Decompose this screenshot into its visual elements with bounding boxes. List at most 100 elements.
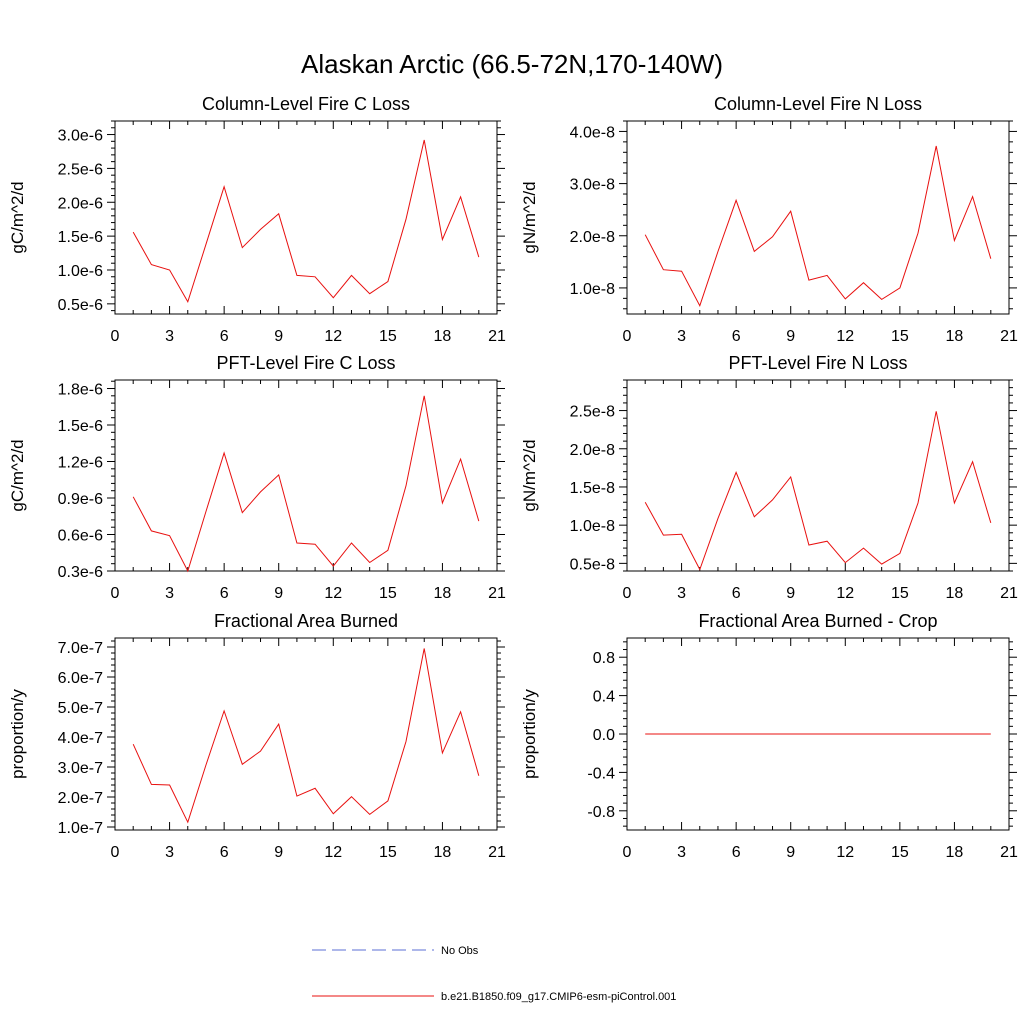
plot-frame — [114, 637, 498, 831]
x-tick-label: 6 — [732, 844, 741, 861]
y-tick-label: 1.0e-7 — [58, 820, 103, 837]
x-tick-label: 3 — [677, 585, 686, 602]
x-tick-label: 18 — [946, 844, 964, 861]
series-line-1 — [644, 145, 992, 307]
y-axis-label: gC/m^2/d — [8, 439, 27, 511]
panel-title: PFT-Level Fire N Loss — [728, 353, 907, 373]
x-tick-label: 15 — [379, 328, 397, 345]
series-line-1 — [132, 648, 480, 824]
x-tick-label: 6 — [220, 328, 229, 345]
y-tick-label: 3.0e-6 — [58, 128, 103, 145]
y-tick-label: 5.0e-7 — [58, 700, 103, 717]
y-tick-label: 0.6e-6 — [58, 528, 103, 545]
x-tick-label: 15 — [891, 328, 909, 345]
y-tick-label: 0.3e-6 — [58, 564, 103, 581]
y-tick-label: 7.0e-7 — [58, 640, 103, 657]
chart-panel-5: Fractional Area Burned 0 3 6 9 12 15 18 21 1.0e-7… — [8, 611, 506, 861]
legend-label-model: b.e21.B1850.f09_g17.CMIP6-esm-piControl.… — [441, 991, 676, 1003]
panel-title: Fractional Area Burned — [214, 611, 398, 631]
x-tick-label: 21 — [1000, 585, 1018, 602]
x-tick-label: 9 — [786, 585, 795, 602]
chart-panel-1: Column-Level Fire C Loss 0 3 6 9 12 15 18 21 0.5e… — [8, 94, 506, 345]
x-tick-label: 12 — [324, 844, 342, 861]
y-tick-label: 1.0e-6 — [58, 263, 103, 280]
x-tick-label: 18 — [434, 585, 452, 602]
y-tick-label: 1.0e-8 — [570, 518, 615, 535]
x-tick-label: 21 — [1000, 328, 1018, 345]
y-tick-label: 3.0e-8 — [570, 177, 615, 194]
x-tick-label: 0 — [623, 328, 632, 345]
y-axis-label: gN/m^2/d — [520, 439, 539, 511]
x-tick-label: 21 — [488, 844, 506, 861]
y-tick-label: 2.0e-8 — [570, 229, 615, 246]
y-tick-label: 4.0e-7 — [58, 730, 103, 747]
x-tick-label: 12 — [836, 844, 854, 861]
x-tick-label: 3 — [677, 328, 686, 345]
x-tick-label: 21 — [488, 585, 506, 602]
x-tick-label: 6 — [220, 844, 229, 861]
y-tick-label: 0.5e-8 — [570, 556, 615, 573]
chart-panel-3: PFT-Level Fire C Loss 0 3 6 9 12 15 18 21 0.3e-6 0… — [8, 353, 506, 602]
x-tick-label: 3 — [165, 328, 174, 345]
y-tick-label: 1.5e-6 — [58, 418, 103, 435]
y-tick-label: 2.0e-6 — [58, 195, 103, 212]
x-tick-label: 18 — [434, 844, 452, 861]
y-tick-label: 2.5e-6 — [58, 161, 103, 178]
panel-title: Column-Level Fire C Loss — [202, 94, 410, 114]
x-tick-label: 18 — [434, 328, 452, 345]
x-tick-label: 9 — [274, 328, 283, 345]
panel-title: Fractional Area Burned - Crop — [698, 611, 937, 631]
y-tick-label: 1.0e-8 — [570, 281, 615, 298]
panel-title: PFT-Level Fire C Loss — [216, 353, 395, 373]
x-tick-label: 18 — [946, 328, 964, 345]
x-tick-label: 12 — [836, 585, 854, 602]
y-axis-label: proportion/y — [520, 689, 539, 779]
y-tick-label: 6.0e-7 — [58, 670, 103, 687]
x-tick-label: 0 — [111, 328, 120, 345]
x-tick-label: 15 — [891, 844, 909, 861]
x-tick-label: 0 — [111, 844, 120, 861]
x-tick-label: 3 — [165, 585, 174, 602]
series-line-1 — [644, 411, 992, 571]
legend-label-no-obs: No Obs — [441, 945, 479, 957]
plot-frame — [626, 379, 1010, 572]
y-tick-label: 1.8e-6 — [58, 382, 103, 399]
chart-panel-4: PFT-Level Fire N Loss 0 3 6 9 12 15 18 21 0.5e-8 1… — [520, 353, 1018, 602]
plot-frame — [114, 120, 498, 315]
series-line-1 — [132, 395, 480, 573]
y-tick-label: 2.0e-8 — [570, 442, 615, 459]
x-tick-label: 3 — [677, 844, 686, 861]
x-tick-label: 12 — [324, 585, 342, 602]
plot-frame — [114, 379, 498, 572]
x-tick-label: 15 — [379, 844, 397, 861]
y-tick-label: 0.5e-6 — [58, 297, 103, 314]
plot-frame — [626, 120, 1010, 315]
x-tick-label: 15 — [891, 585, 909, 602]
y-tick-label: 1.5e-6 — [58, 229, 103, 246]
y-axis-label: gC/m^2/d — [8, 181, 27, 253]
y-axis-label: gN/m^2/d — [520, 181, 539, 253]
x-tick-label: 0 — [623, 844, 632, 861]
y-axis-label: proportion/y — [8, 689, 27, 779]
x-tick-label: 9 — [786, 328, 795, 345]
y-tick-label: -0.4 — [587, 765, 615, 782]
x-tick-label: 9 — [274, 585, 283, 602]
y-tick-label: 0.4 — [593, 689, 615, 706]
x-tick-label: 15 — [379, 585, 397, 602]
panels: Column-Level Fire C Loss 0 3 6 9 12 15 18 21 0.5e… — [8, 94, 1018, 861]
x-tick-label: 12 — [836, 328, 854, 345]
y-tick-label: 1.2e-6 — [58, 455, 103, 472]
x-tick-label: 21 — [1000, 844, 1018, 861]
legend: No Obs b.e21.B1850.f09_g17.CMIP6-esm-piC… — [312, 945, 676, 1003]
x-tick-label: 6 — [220, 585, 229, 602]
y-tick-label: 1.5e-8 — [570, 480, 615, 497]
x-tick-label: 9 — [274, 844, 283, 861]
x-tick-label: 6 — [732, 585, 741, 602]
x-tick-label: 0 — [623, 585, 632, 602]
x-tick-label: 0 — [111, 585, 120, 602]
x-tick-label: 9 — [786, 844, 795, 861]
x-tick-label: 21 — [488, 328, 506, 345]
chart-panel-2: Column-Level Fire N Loss 0 3 6 9 12 15 18 21 1.0e… — [520, 94, 1018, 345]
y-tick-label: -0.8 — [587, 804, 615, 821]
series-line-1 — [132, 139, 480, 304]
